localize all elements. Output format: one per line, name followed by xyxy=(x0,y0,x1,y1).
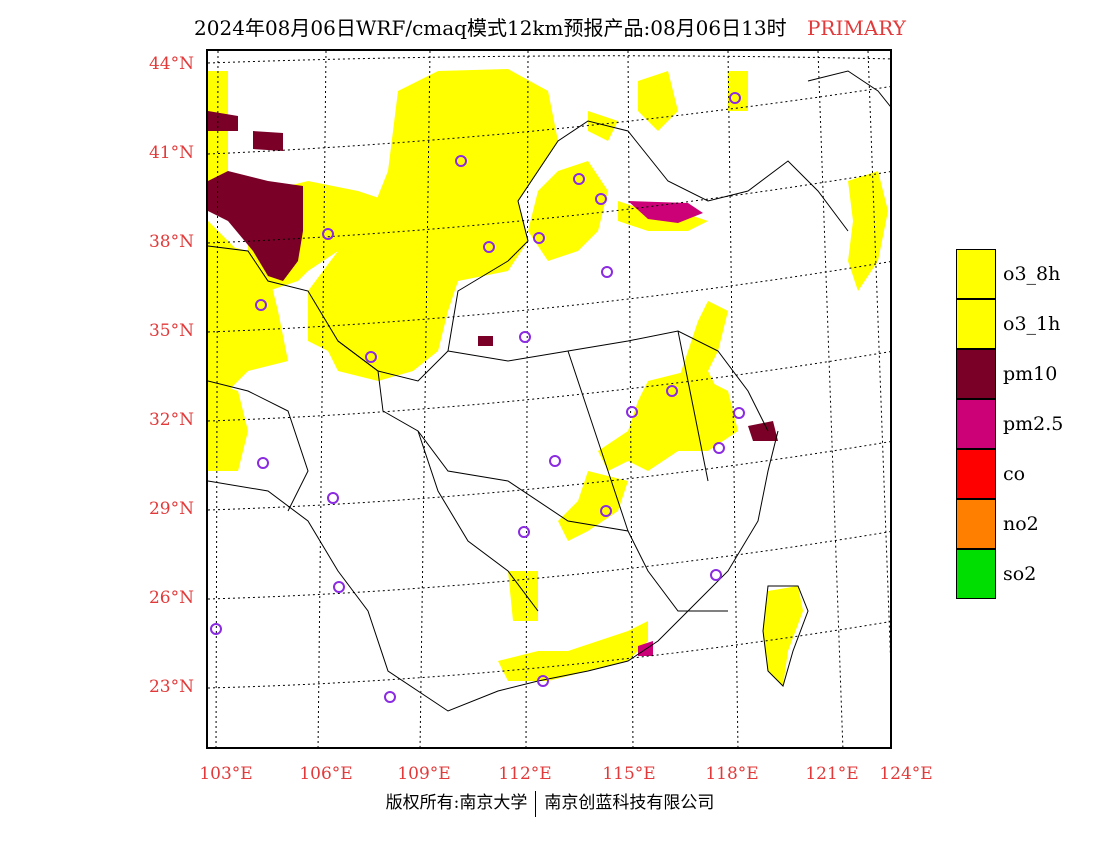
legend-swatch xyxy=(956,449,996,499)
lon-label-124: 124°E xyxy=(879,764,933,784)
legend-swatch xyxy=(956,399,996,449)
legend-label: pm10 xyxy=(1003,363,1058,385)
lon-label-112: 112°E xyxy=(498,764,552,784)
legend-swatch xyxy=(956,549,996,599)
lat-label-35: 35°N xyxy=(148,321,194,341)
legend-label: pm2.5 xyxy=(1003,413,1064,435)
province-borders xyxy=(208,70,890,712)
legend-label: co xyxy=(1003,463,1026,485)
credit-right: 南京创蓝科技有限公司 xyxy=(544,793,715,813)
credit-left: 版权所有:南京大学 xyxy=(385,793,528,813)
pm10-zones xyxy=(208,111,778,441)
legend-swatch xyxy=(956,249,996,299)
legend-swatch xyxy=(956,349,996,399)
legend-label: o3_1h xyxy=(1003,313,1061,335)
map-title: 2024年08月06日WRF/cmaq模式12km预报产品:08月06日13时 … xyxy=(0,12,1100,41)
lat-label-44: 44°N xyxy=(148,54,194,74)
lat-label-29: 29°N xyxy=(148,499,194,519)
legend-label: o3_8h xyxy=(1003,263,1061,285)
lon-label-106: 106°E xyxy=(299,764,353,784)
city-markers xyxy=(210,92,745,703)
map-canvas xyxy=(208,51,890,747)
lat-label-38: 38°N xyxy=(148,232,194,252)
primary-badge: PRIMARY xyxy=(806,16,906,40)
pollution-map[interactable] xyxy=(206,49,892,749)
legend-swatch xyxy=(956,499,996,549)
lon-label-109: 109°E xyxy=(397,764,451,784)
lat-label-26: 26°N xyxy=(148,588,194,608)
lat-label-32: 32°N xyxy=(148,410,194,430)
title-text: 2024年08月06日WRF/cmaq模式12km预报产品:08月06日13时 xyxy=(194,16,787,40)
lon-label-103: 103°E xyxy=(199,764,253,784)
o3-zones xyxy=(208,69,888,686)
lon-label-118: 118°E xyxy=(705,764,759,784)
lon-label-121: 121°E xyxy=(805,764,859,784)
lat-label-41: 41°N xyxy=(148,143,194,163)
lat-label-23: 23°N xyxy=(148,677,194,697)
copyright-credit: 版权所有:南京大学 南京创蓝科技有限公司 xyxy=(0,788,1100,817)
lon-label-115: 115°E xyxy=(602,764,656,784)
legend-label: so2 xyxy=(1003,563,1037,585)
legend-swatch xyxy=(956,299,996,349)
legend-label: no2 xyxy=(1003,513,1039,535)
graticule xyxy=(208,51,890,747)
credit-separator xyxy=(535,790,537,817)
